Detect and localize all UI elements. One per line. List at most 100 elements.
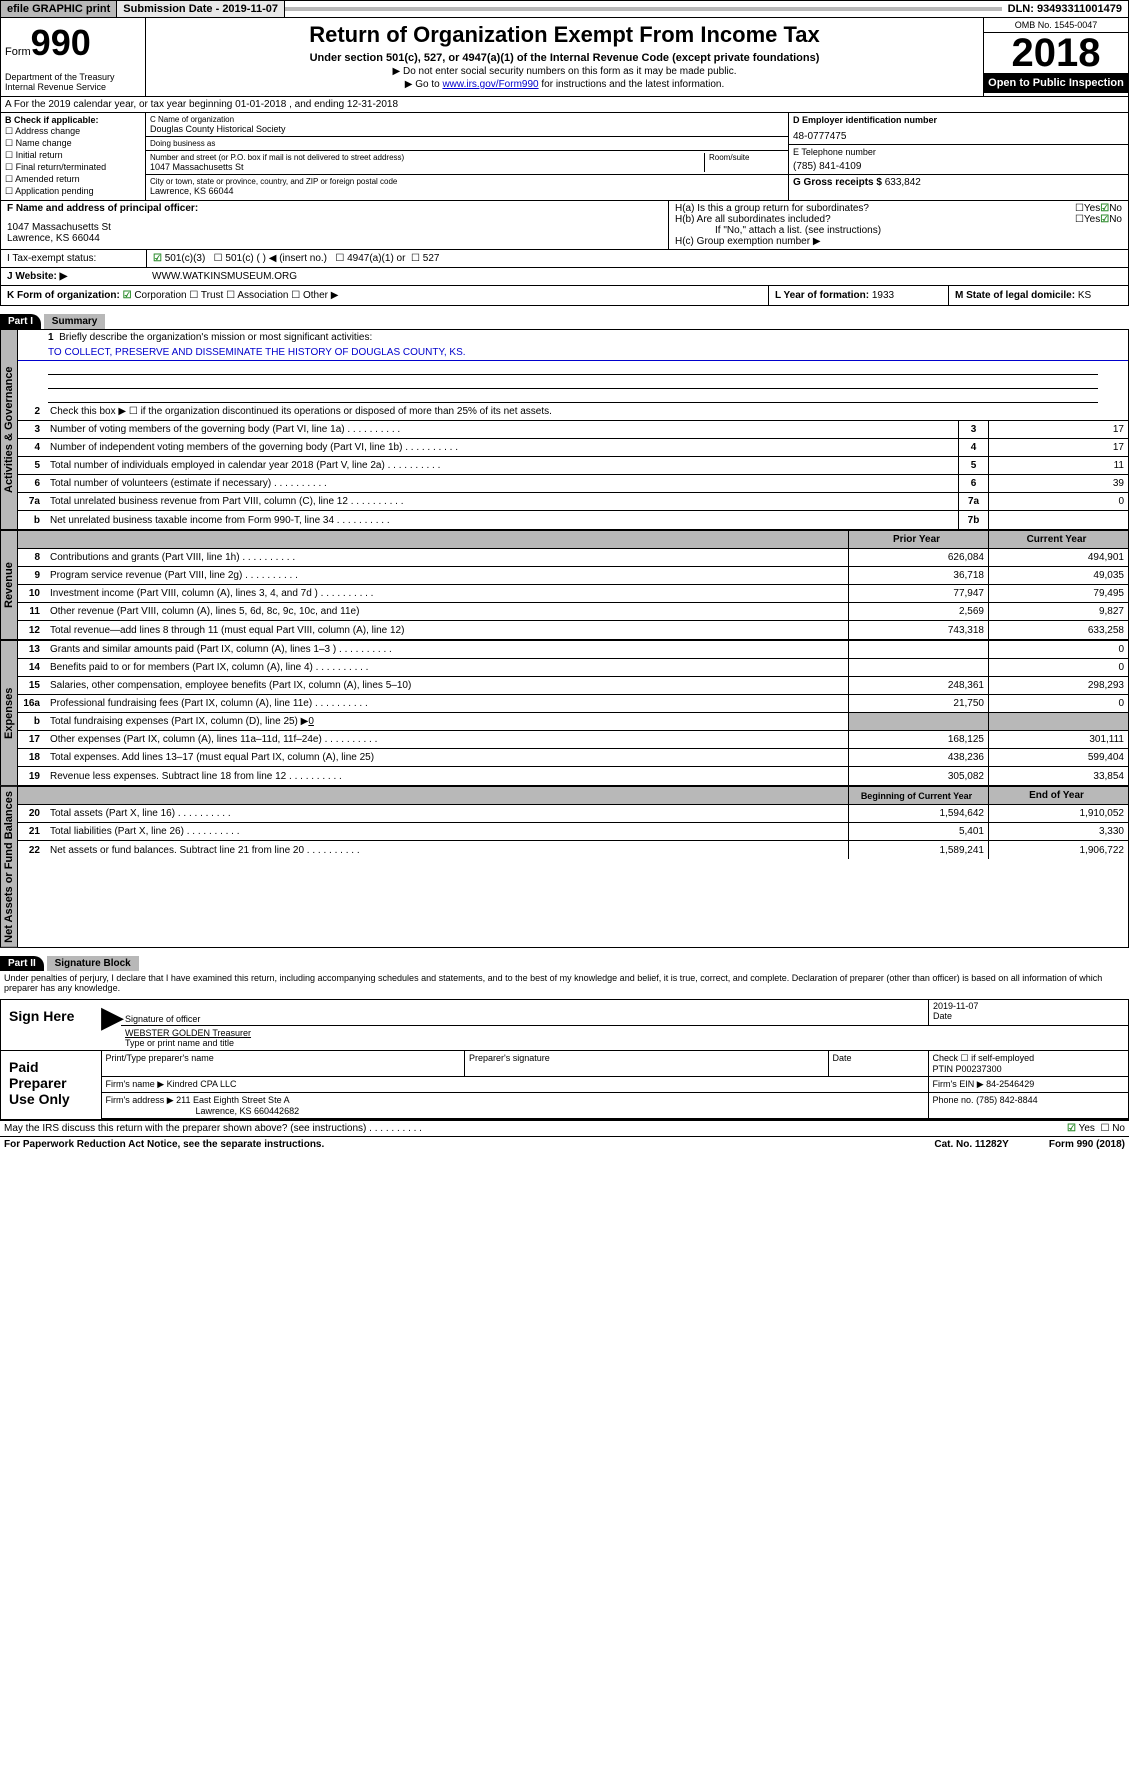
discuss-row: May the IRS discuss this return with the… xyxy=(0,1120,1129,1136)
form-org-label: K Form of organization: xyxy=(7,290,120,301)
sign-here-label: Sign Here xyxy=(1,1000,101,1050)
prior-16a: 21,750 xyxy=(848,695,988,712)
footer-row: For Paperwork Reduction Act Notice, see … xyxy=(0,1136,1129,1152)
info-grid: B Check if applicable: ☐ Address change … xyxy=(0,113,1129,201)
phone-value: (785) 841-4109 xyxy=(793,161,1124,172)
line-17: Other expenses (Part IX, column (A), lin… xyxy=(46,733,848,746)
val-3: 17 xyxy=(988,421,1128,438)
row-klm: K Form of organization: ☑ Corporation ☐ … xyxy=(0,286,1129,306)
sig-date-label: Date xyxy=(933,1011,1124,1021)
signature-block: Sign Here ▶ Signature of officer 2019-11… xyxy=(0,999,1129,1120)
line-22: Net assets or fund balances. Subtract li… xyxy=(46,844,848,857)
line-5: Total number of individuals employed in … xyxy=(46,459,958,472)
dept-label: Department of the Treasury Internal Reve… xyxy=(5,72,141,92)
prior-10: 77,947 xyxy=(848,585,988,602)
title-cell: Return of Organization Exempt From Incom… xyxy=(146,18,983,96)
prior-22: 1,589,241 xyxy=(848,841,988,859)
prior-19: 305,082 xyxy=(848,767,988,785)
val-7b xyxy=(988,511,1128,529)
fh-row: F Name and address of principal officer:… xyxy=(0,201,1129,250)
sig-date: 2019-11-07 xyxy=(933,1001,1124,1011)
efile-print-label[interactable]: efile GRAPHIC print xyxy=(1,1,116,17)
part-i-title: Summary xyxy=(44,314,106,329)
year-cell: OMB No. 1545-0047 2018 Open to Public In… xyxy=(983,18,1128,96)
top-spacer xyxy=(285,7,1002,11)
box-b: B Check if applicable: ☐ Address change … xyxy=(1,113,146,200)
netassets-label: Net Assets or Fund Balances xyxy=(0,786,18,948)
gross-value: 633,842 xyxy=(885,177,921,188)
line-16a: Professional fundraising fees (Part IX, … xyxy=(46,697,848,710)
row-i: I Tax-exempt status: ☑ 501(c)(3) ☐ 501(c… xyxy=(0,250,1129,268)
ruled-line xyxy=(48,375,1098,389)
hb-note: If "No," attach a list. (see instruction… xyxy=(675,225,1122,236)
part-ii-header: Part II Signature Block xyxy=(0,948,1129,971)
check-application-pending[interactable]: ☐ Application pending xyxy=(5,186,141,197)
prior-21: 5,401 xyxy=(848,823,988,840)
form-ref: Form 990 (2018) xyxy=(1049,1139,1125,1150)
irs-link[interactable]: www.irs.gov/Form990 xyxy=(442,79,538,90)
line-20: Total assets (Part X, line 16) xyxy=(46,807,848,820)
line-4: Number of independent voting members of … xyxy=(46,441,958,454)
city-label: City or town, state or province, country… xyxy=(150,177,784,186)
box-f: F Name and address of principal officer:… xyxy=(1,201,668,249)
box-e: E Telephone number (785) 841-4109 xyxy=(789,145,1128,175)
prior-16b xyxy=(848,713,988,730)
line-7b: Net unrelated business taxable income fr… xyxy=(46,514,958,527)
check-amended-return[interactable]: ☐ Amended return xyxy=(5,174,141,185)
check-address-change[interactable]: ☐ Address change xyxy=(5,126,141,137)
mission-text: TO COLLECT, PRESERVE AND DISSEMINATE THE… xyxy=(18,345,1128,361)
prior-13 xyxy=(848,641,988,658)
name-label: Type or print name and title xyxy=(125,1038,1124,1048)
curr-12: 633,258 xyxy=(988,621,1128,639)
website-value: WWW.WATKINSMUSEUM.ORG xyxy=(146,268,1128,285)
preparer-label: Paid Preparer Use Only xyxy=(1,1051,101,1119)
check-name-change[interactable]: ☐ Name change xyxy=(5,138,141,149)
expenses-label: Expenses xyxy=(0,640,18,786)
box-g: G Gross receipts $ 633,842 xyxy=(789,175,1128,190)
form-number-cell: Form990 Department of the Treasury Inter… xyxy=(1,18,146,96)
line-14: Benefits paid to or for members (Part IX… xyxy=(46,661,848,674)
arrow-icon: ▶ xyxy=(101,1000,121,1050)
org-name: Douglas County Historical Society xyxy=(150,124,784,134)
prior-15: 248,361 xyxy=(848,677,988,694)
ha-label: H(a) Is this a group return for subordin… xyxy=(675,203,1075,214)
curr-20: 1,910,052 xyxy=(988,805,1128,822)
ruled-line xyxy=(48,389,1098,403)
officer-name: WEBSTER GOLDEN Treasurer xyxy=(125,1028,1124,1038)
prior-20: 1,594,642 xyxy=(848,805,988,822)
main-title: Return of Organization Exempt From Incom… xyxy=(150,22,979,48)
org-name-label: C Name of organization xyxy=(150,115,784,124)
line-3: Number of voting members of the governin… xyxy=(46,423,958,436)
col-prior: Prior Year xyxy=(848,531,988,548)
subtitle: Under section 501(c), 527, or 4947(a)(1)… xyxy=(150,52,979,64)
curr-15: 298,293 xyxy=(988,677,1128,694)
hb-label: H(b) Are all subordinates included? xyxy=(675,214,1075,225)
form-990-label: Form990 xyxy=(5,22,141,64)
line-19: Revenue less expenses. Subtract line 18 … xyxy=(46,770,848,783)
revenue-section: Revenue Prior YearCurrent Year 8Contribu… xyxy=(0,530,1129,640)
check-final-return[interactable]: ☐ Final return/terminated xyxy=(5,162,141,173)
prep-date-header: Date xyxy=(828,1050,929,1077)
instr-2: ▶ Go to www.irs.gov/Form990 for instruct… xyxy=(150,79,979,90)
curr-9: 49,035 xyxy=(988,567,1128,584)
hc-label: H(c) Group exemption number ▶ xyxy=(675,236,1122,247)
firm-addr-row: Firm's address ▶ 211 East Eighth Street … xyxy=(101,1092,929,1119)
dba-label: Doing business as xyxy=(150,139,784,148)
website-label: J Website: ▶ xyxy=(1,268,146,285)
tax-status-label: I Tax-exempt status: xyxy=(1,250,146,267)
curr-22: 1,906,722 xyxy=(988,841,1128,859)
netassets-section: Net Assets or Fund Balances Beginning of… xyxy=(0,786,1129,948)
firm-phone-row: Phone no. (785) 842-8844 xyxy=(928,1092,1129,1119)
sig-officer-label: Signature of officer xyxy=(121,1000,928,1025)
governance-section: Activities & Governance 1 Briefly descri… xyxy=(0,329,1129,530)
box-b-label: B Check if applicable: xyxy=(5,115,141,125)
city-value: Lawrence, KS 66044 xyxy=(150,186,784,196)
instr-1: ▶ Do not enter social security numbers o… xyxy=(150,66,979,77)
curr-13: 0 xyxy=(988,641,1128,658)
curr-18: 599,404 xyxy=(988,749,1128,766)
officer-label: F Name and address of principal officer: xyxy=(7,203,662,214)
tax-year: 2018 xyxy=(984,33,1128,73)
box-l: L Year of formation: 1933 xyxy=(768,286,948,305)
submission-date: Submission Date - 2019-11-07 xyxy=(116,1,285,17)
check-initial-return[interactable]: ☐ Initial return xyxy=(5,150,141,161)
